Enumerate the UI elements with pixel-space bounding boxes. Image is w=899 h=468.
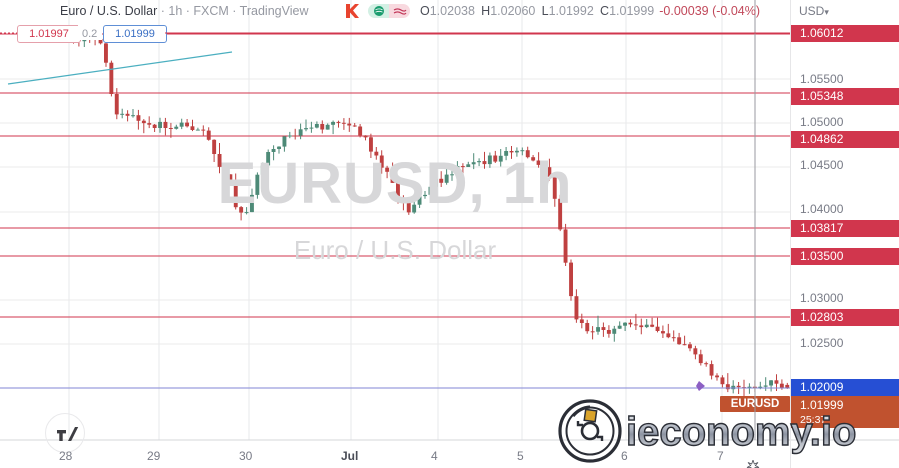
svg-text:ieconomy.io: ieconomy.io — [626, 410, 856, 454]
